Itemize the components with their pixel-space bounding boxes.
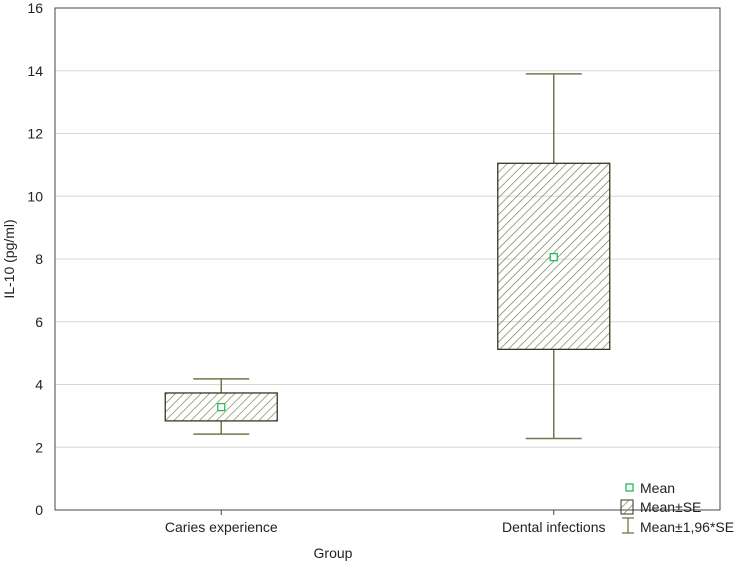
legend: Mean Mean±SE Mean±1,96*SE [620, 480, 734, 535]
x-tick-label: Caries experience [165, 519, 278, 535]
y-tick-label: 6 [35, 314, 43, 330]
mean-marker [217, 402, 226, 412]
mean-marker [549, 252, 558, 262]
legend-se: Mean±SE [640, 499, 701, 515]
box-0 [164, 378, 278, 435]
y-tick-label: 10 [27, 188, 43, 204]
legend-mean: Mean [640, 480, 675, 496]
y-axis-label: IL-10 (pg/ml) [1, 219, 17, 298]
box-1 [497, 73, 611, 440]
y-tick-label: 8 [35, 251, 43, 267]
x-axis-label: Group [314, 545, 353, 561]
se-box [497, 162, 611, 351]
legend-mean-icon [625, 483, 634, 492]
y-tick-label: 2 [35, 439, 43, 455]
y-tick-label: 14 [27, 63, 43, 79]
legend-se-icon [620, 499, 634, 515]
y-tick-label: 0 [35, 502, 43, 518]
y-tick-label: 12 [27, 126, 43, 142]
legend-ci: Mean±1,96*SE [640, 519, 734, 535]
plot-frame [54, 7, 721, 511]
legend-whisker-icon [622, 517, 634, 534]
y-tick-label: 4 [35, 377, 43, 393]
x-tick-label: Dental infections [502, 519, 606, 535]
y-tick-label: 16 [27, 0, 43, 16]
